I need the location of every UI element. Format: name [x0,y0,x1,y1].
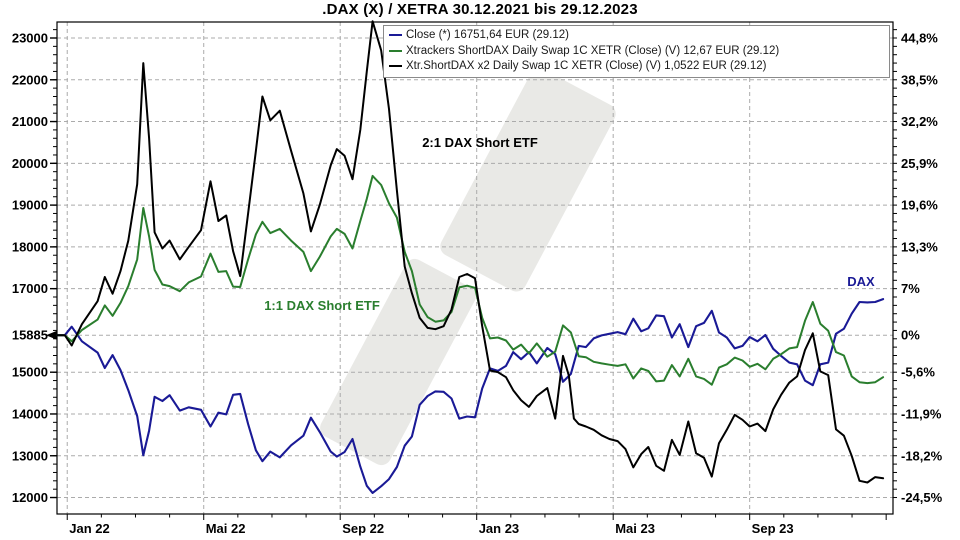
legend-item: Xtr.ShortDAX x2 Daily Swap 1C XETR (Clos… [389,59,884,75]
y-left-tick-label: 15885 [12,328,48,343]
legend-item: Xtrackers ShortDAX Daily Swap 1C XETR (C… [389,44,884,60]
legend: Close (*) 16751,64 EUR (29.12) Xtrackers … [383,25,890,78]
y-left-tick-label: 19000 [12,198,48,213]
y-right-tick-label: -24,5% [901,490,943,505]
base-value-marker [46,330,57,340]
y-right-tick-label: -11,9% [901,406,942,421]
legend-item: Close (*) 16751,64 EUR (29.12) [389,28,884,44]
plot-frame [56,21,894,515]
y-right-tick-label: 32,2% [901,114,938,129]
y-left-tick-label: 23000 [12,31,48,46]
y-left-tick-label: 18000 [12,239,48,254]
y-right-tick-label: 13,3% [901,239,938,254]
y-right-tick-label: -18,2% [901,448,943,463]
legend-label: Xtr.ShortDAX x2 Daily Swap 1C XETR (Clos… [406,60,767,72]
x-tick-label: Jan 23 [479,521,519,536]
y-left-tick-label: 22000 [12,72,48,87]
y-right-tick-label: 7% [901,281,920,296]
y-left-tick-label: 12000 [12,490,48,505]
legend-label: Xtrackers ShortDAX Daily Swap 1C XETR (C… [406,44,780,57]
y-right-tick-label: 44,8% [901,31,938,46]
y-left-tick-label: 13000 [12,448,48,463]
y-left-tick-label: 14000 [12,406,48,421]
y-left-tick-label: 15000 [12,365,48,380]
series-line [56,298,885,494]
y-right-tick-label: 19,6% [901,198,938,213]
series-annotation: DAX [847,274,875,289]
legend-swatch [389,34,402,36]
legend-swatch [389,49,402,52]
watermark-bar [320,258,476,466]
x-tick-label: Jan 22 [69,521,109,536]
y-right-tick-label: 0% [901,328,920,343]
chart-title: .DAX (X) / XETRA 30.12.2021 bis 29.12.20… [322,1,638,18]
x-tick-label: Mai 23 [615,521,655,536]
series-annotation: 1:1 DAX Short ETF [264,298,380,313]
x-tick-label: Sep 22 [342,521,384,536]
legend-swatch [389,65,402,67]
watermark-bar [440,68,616,292]
x-tick-label: Mai 22 [206,521,246,536]
y-left-tick-label: 20000 [12,156,48,171]
series-annotation: 2:1 DAX Short ETF [422,135,538,150]
y-right-tick-label: 38,5% [901,72,938,87]
x-tick-label: Sep 23 [752,521,794,536]
y-left-tick-label: 21000 [12,114,48,129]
y-right-tick-label: -5,6% [901,365,935,380]
y-right-tick-label: 25,9% [901,156,938,171]
legend-label: Close (*) 16751,64 EUR (29.12) [406,29,569,41]
series-line [56,20,885,484]
y-left-tick-label: 17000 [12,281,48,296]
